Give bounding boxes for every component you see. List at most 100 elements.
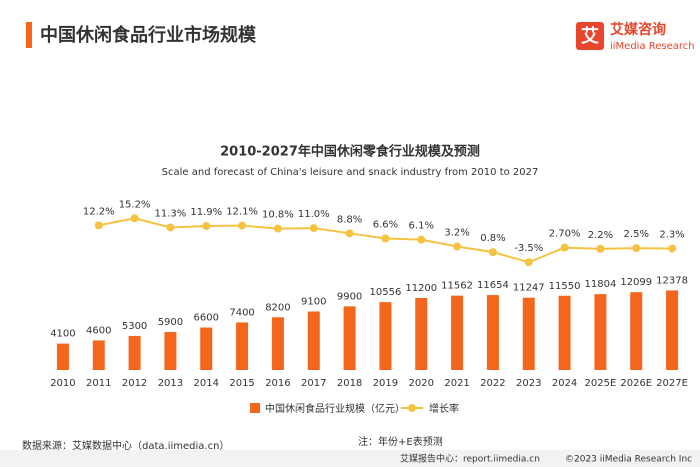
bar-label: 11654: [477, 280, 509, 291]
legend-swatch: [250, 403, 260, 413]
growth-label: -3.5%: [514, 243, 543, 254]
growth-label: 2.2%: [588, 230, 613, 241]
source: 数据来源：艾媒数据中心（data.iimedia.cn）: [22, 439, 229, 452]
bar-label: 9900: [337, 291, 362, 302]
bar-label: 5900: [158, 317, 183, 328]
x-tick-label: 2014: [194, 378, 219, 389]
growth-label: 11.3%: [155, 208, 187, 219]
growth-label: 11.0%: [298, 209, 330, 220]
bar: [486, 295, 499, 370]
title-accent: [26, 22, 32, 48]
x-tick-label: 2016: [265, 378, 290, 389]
growth-point: [345, 229, 354, 238]
growth-label: 12.1%: [226, 207, 258, 218]
growth-point: [130, 214, 139, 223]
growth-point: [166, 223, 175, 232]
chart-subtitle: Scale and forecast of China's leisure an…: [162, 167, 539, 178]
growth-point: [238, 221, 247, 230]
bar-label: 8200: [265, 302, 290, 313]
report: 艾媒报告中心：report.iimedia.cn: [400, 453, 540, 465]
bar: [236, 322, 249, 370]
growth-point: [417, 235, 426, 244]
logo-mark-bg: [576, 22, 604, 50]
bar: [343, 306, 356, 370]
bar-label: 5300: [122, 321, 147, 332]
growth-point: [381, 234, 390, 243]
growth-label: 8.8%: [337, 214, 362, 225]
legend-swatch-dot: [408, 404, 416, 412]
bar: [307, 311, 320, 370]
growth-label: 6.6%: [373, 219, 398, 230]
bar: [630, 292, 643, 370]
growth-point: [309, 224, 318, 233]
x-tick-label: 2023: [516, 378, 541, 389]
growth-label: 2.5%: [624, 229, 649, 240]
page-title: 中国休闲食品行业市场规模: [40, 24, 257, 46]
growth-point: [488, 248, 497, 257]
bar: [56, 343, 69, 370]
growth-label: 2.70%: [549, 229, 581, 240]
growth-point: [632, 244, 641, 253]
bar-label: 11200: [405, 283, 437, 294]
growth-label: 3.2%: [444, 227, 469, 238]
growth-point: [202, 222, 211, 231]
bar: [164, 332, 177, 370]
growth-point: [273, 224, 282, 233]
bar: [666, 290, 679, 370]
growth-label: 15.2%: [119, 199, 151, 210]
growth-point: [560, 243, 569, 252]
bar-label: 12099: [620, 277, 652, 288]
bar: [558, 295, 571, 370]
x-tick-label: 2017: [301, 378, 326, 389]
x-tick-label: 2024: [552, 378, 577, 389]
bar: [92, 340, 105, 370]
x-tick-label: 2013: [158, 378, 183, 389]
bar-label: 11247: [513, 283, 545, 294]
bar-label: 4100: [50, 329, 75, 340]
x-tick-label: 2027E: [656, 378, 688, 389]
x-tick-label: 2012: [122, 378, 147, 389]
growth-point: [524, 258, 533, 267]
logo-mark: 艾: [581, 25, 599, 47]
x-tick-label: 2011: [86, 378, 111, 389]
bar-label: 4600: [86, 325, 111, 336]
growth-label: 2.3%: [659, 230, 684, 241]
growth-point: [596, 244, 605, 253]
bar-label: 11550: [549, 281, 581, 292]
growth-point: [94, 221, 103, 230]
growth-label: 11.9%: [190, 207, 222, 218]
x-tick-label: 2021: [444, 378, 469, 389]
x-tick-label: 2020: [409, 378, 434, 389]
x-tick-label: 2010: [50, 378, 75, 389]
bar-label: 9100: [301, 297, 326, 308]
bar: [415, 298, 428, 370]
bar: [522, 297, 535, 370]
note: 注：年份+E表预测: [358, 435, 443, 448]
bar-label: 12378: [656, 275, 688, 286]
x-tick-label: 2025E: [585, 378, 617, 389]
bar: [451, 295, 464, 370]
bar-label: 10556: [370, 287, 402, 298]
bar-label: 11562: [441, 281, 473, 292]
legend-label: 中国休闲食品行业规模（亿元）: [265, 402, 405, 415]
bar: [200, 327, 213, 370]
logo-cn: 艾媒咨询: [610, 21, 666, 38]
growth-point: [668, 244, 677, 253]
x-tick-label: 2026E: [620, 378, 652, 389]
bar-label: 7400: [229, 307, 254, 318]
legend-label: 增长率: [429, 402, 459, 415]
bar: [379, 302, 392, 370]
growth-label: 10.8%: [262, 210, 294, 221]
growth-label: 12.2%: [83, 206, 115, 217]
bar-label: 6600: [194, 313, 219, 324]
bar: [128, 335, 141, 370]
x-tick-label: 2022: [480, 378, 505, 389]
bar: [594, 294, 607, 370]
logo-en: iiMedia Research: [610, 41, 695, 52]
x-tick-label: 2019: [373, 378, 398, 389]
growth-label: 0.8%: [480, 233, 505, 244]
copyright: ©2023 iiMedia Research Inc: [565, 455, 692, 465]
bar-label: 11804: [585, 279, 617, 290]
bar: [271, 317, 284, 370]
